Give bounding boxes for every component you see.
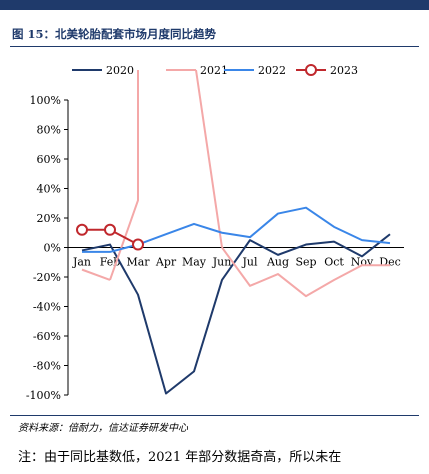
data-point-2023 (76, 223, 88, 236)
note-text: 注：由于同比基数低，2021 年部分数据奇高，所以未在 (18, 450, 342, 465)
legend-item-2021: 2021 (166, 64, 228, 77)
x-tick-label: Mar (126, 256, 150, 269)
source-text: 资料来源：倍耐力，信达证券研发中心 (18, 423, 188, 434)
plot-area (76, 69, 391, 395)
x-tick-label: Dec (379, 256, 401, 269)
data-point-2023 (104, 223, 116, 236)
x-tick-label: Nov (351, 256, 374, 269)
series-2020 (81, 233, 391, 395)
legend: 2020 2021 2022 2023 (72, 64, 358, 77)
x-tick-label: Jul (241, 256, 257, 269)
y-tick-label: -100% (26, 389, 61, 402)
header-bar (0, 0, 429, 10)
legend-item-2022: 2022 (224, 64, 286, 77)
series-line-2020 (81, 233, 391, 395)
footer-divider (10, 415, 419, 416)
x-tick-label: May (182, 256, 207, 269)
y-tick-label: -80% (33, 360, 61, 373)
y-tick-label: 20% (37, 212, 61, 225)
y-tick-label: 60% (37, 153, 61, 166)
y-axis: 100% 80% 60% 40% 20% 0% -20% -40% -60% -80% -100% (26, 94, 69, 402)
y-tick-label: 0% (44, 242, 61, 255)
series-line-2021 (221, 246, 390, 298)
x-tick-label: Aug (266, 256, 289, 269)
legend-label: 2022 (258, 64, 286, 77)
x-tick-label: Oct (324, 256, 344, 269)
legend-marker (305, 64, 317, 76)
series-line-2021-clipped (109, 70, 139, 281)
legend-label: 2023 (330, 64, 358, 77)
y-tick-label: 100% (30, 94, 61, 107)
legend-item-2023: 2023 (296, 64, 358, 77)
legend-item-2020: 2020 (72, 64, 134, 77)
series-2021 (81, 69, 390, 298)
x-tick-label: Jun (212, 256, 232, 269)
chart: 2020 2021 2022 2023 100% 80% 60% 40% 20% 0% -20% -… (26, 64, 404, 402)
series-2023 (76, 223, 144, 251)
y-tick-label: 80% (37, 124, 61, 137)
x-tick-label: Apr (155, 256, 177, 269)
y-tick-label: -40% (33, 301, 61, 314)
x-tick-label: Sep (295, 256, 316, 269)
figure-title: 图 15：北美轮胎配套市场月度同比趋势 (12, 27, 217, 41)
series-line-2021 (81, 268, 111, 281)
series-line-2021-clipped (195, 69, 223, 248)
y-tick-label: -60% (33, 330, 61, 343)
title-divider (10, 46, 419, 47)
y-tick-label: -20% (33, 271, 61, 284)
data-point-2023 (132, 238, 144, 251)
x-tick-label: Jan (72, 256, 91, 269)
legend-label: 2021 (200, 64, 228, 77)
legend-label: 2020 (106, 64, 134, 77)
y-tick-label: 40% (37, 183, 61, 196)
